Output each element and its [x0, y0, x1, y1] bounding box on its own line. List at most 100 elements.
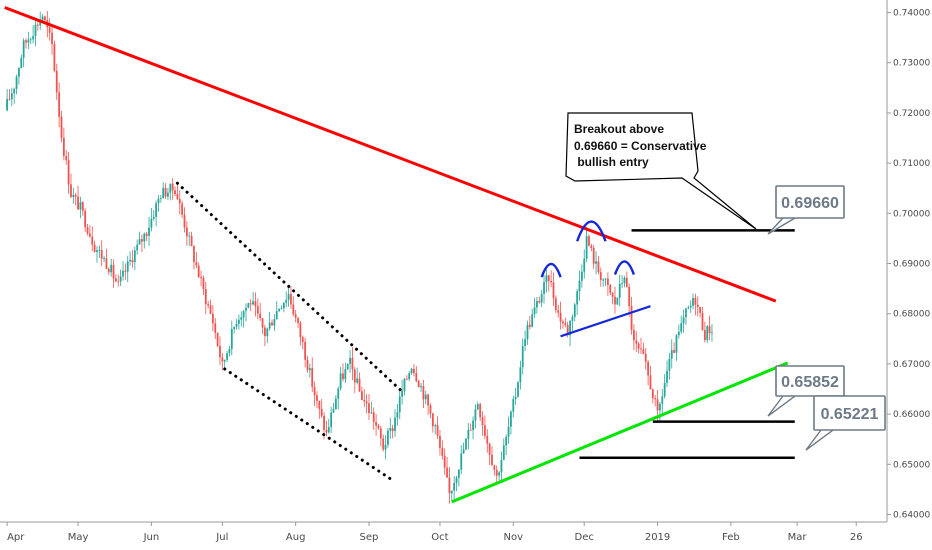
candle [193, 245, 195, 270]
candle [533, 297, 536, 319]
candle-body [323, 415, 325, 430]
candle [25, 38, 27, 49]
candle-body [178, 199, 181, 204]
candle [514, 387, 517, 405]
candle-body [368, 403, 370, 414]
candle [507, 416, 510, 444]
candle-body [595, 261, 597, 264]
candle [405, 375, 408, 381]
level-0-69660-callout-box [775, 185, 845, 219]
level-0-65852-callout-label: 0.65852 [781, 374, 839, 391]
candle-body [273, 319, 276, 326]
candle-body [141, 239, 143, 242]
candle [126, 255, 129, 283]
level-0-65221-callout-label: 0.65221 [821, 406, 879, 423]
candle [505, 434, 508, 456]
candle-body [8, 99, 11, 100]
candle-body [472, 420, 474, 430]
candle [552, 272, 555, 307]
candle-body [642, 349, 645, 354]
candle-body [415, 373, 418, 381]
y-tick-label: 0.73000 [893, 59, 930, 69]
candle-body [481, 417, 484, 426]
candle-body [552, 282, 555, 299]
candle-body [578, 280, 581, 292]
candle-body [344, 369, 347, 380]
candle-body [483, 425, 486, 436]
candle-body [585, 236, 588, 259]
candle [604, 278, 607, 287]
candle-body [502, 445, 505, 460]
candle-body [659, 403, 661, 411]
candle-body [647, 361, 650, 376]
y-tick-label: 0.67000 [893, 360, 930, 370]
candle-body [410, 368, 413, 374]
candle-body [211, 313, 214, 324]
candle [316, 391, 318, 409]
candle [554, 295, 557, 313]
y-tick-label: 0.72000 [893, 109, 930, 119]
candle-body [630, 306, 633, 331]
candle-body [507, 426, 510, 437]
candle [230, 320, 233, 356]
candle-body [519, 367, 522, 383]
candle-body [214, 323, 217, 333]
candle-body [131, 259, 134, 263]
candle-body [311, 368, 314, 387]
candle-body [204, 289, 207, 305]
candle-body [663, 382, 666, 397]
x-tick-label: Feb [722, 532, 740, 543]
candle [396, 403, 399, 426]
candle [216, 332, 219, 347]
candle-body [294, 314, 297, 318]
candle [273, 314, 276, 331]
candle-body [228, 349, 231, 354]
candle-body [171, 183, 174, 191]
y-tick-label: 0.68000 [893, 310, 930, 320]
candle-body [242, 310, 245, 318]
candle [595, 251, 597, 275]
candle [351, 347, 354, 381]
candle-body [13, 88, 16, 94]
candle [8, 89, 11, 101]
candle-body [682, 317, 685, 324]
candle [644, 348, 647, 370]
candle [446, 457, 448, 479]
candle [84, 208, 87, 233]
candle [609, 283, 612, 296]
candle-body [266, 328, 269, 337]
candle [588, 234, 590, 247]
resistance-trendline [4, 6, 777, 303]
candle [308, 363, 311, 378]
candle-body [469, 429, 472, 431]
candle-body [614, 296, 616, 305]
candle [124, 263, 127, 280]
candle-body [301, 337, 304, 342]
candle-body [606, 278, 609, 285]
candle [133, 246, 136, 270]
candle [74, 192, 77, 206]
candle [13, 87, 16, 104]
candle-body [264, 327, 266, 337]
candle [675, 333, 678, 361]
candle-body [493, 465, 496, 470]
candle-body [635, 340, 638, 344]
candle-body [22, 40, 25, 58]
candle [131, 249, 134, 268]
candle-body [245, 307, 247, 311]
candle [573, 303, 576, 322]
candle [420, 382, 422, 393]
candle [58, 82, 61, 128]
candle-body [363, 399, 366, 402]
candle-body [285, 299, 288, 303]
candle [292, 296, 295, 317]
candle-body [292, 304, 295, 315]
x-tick-label: Aug [286, 532, 306, 543]
candle-body [117, 281, 120, 283]
candle-body [384, 444, 387, 450]
candle [81, 201, 84, 216]
candle [602, 278, 605, 287]
candle [143, 232, 146, 249]
candle-body [512, 399, 515, 412]
candle [441, 440, 444, 460]
